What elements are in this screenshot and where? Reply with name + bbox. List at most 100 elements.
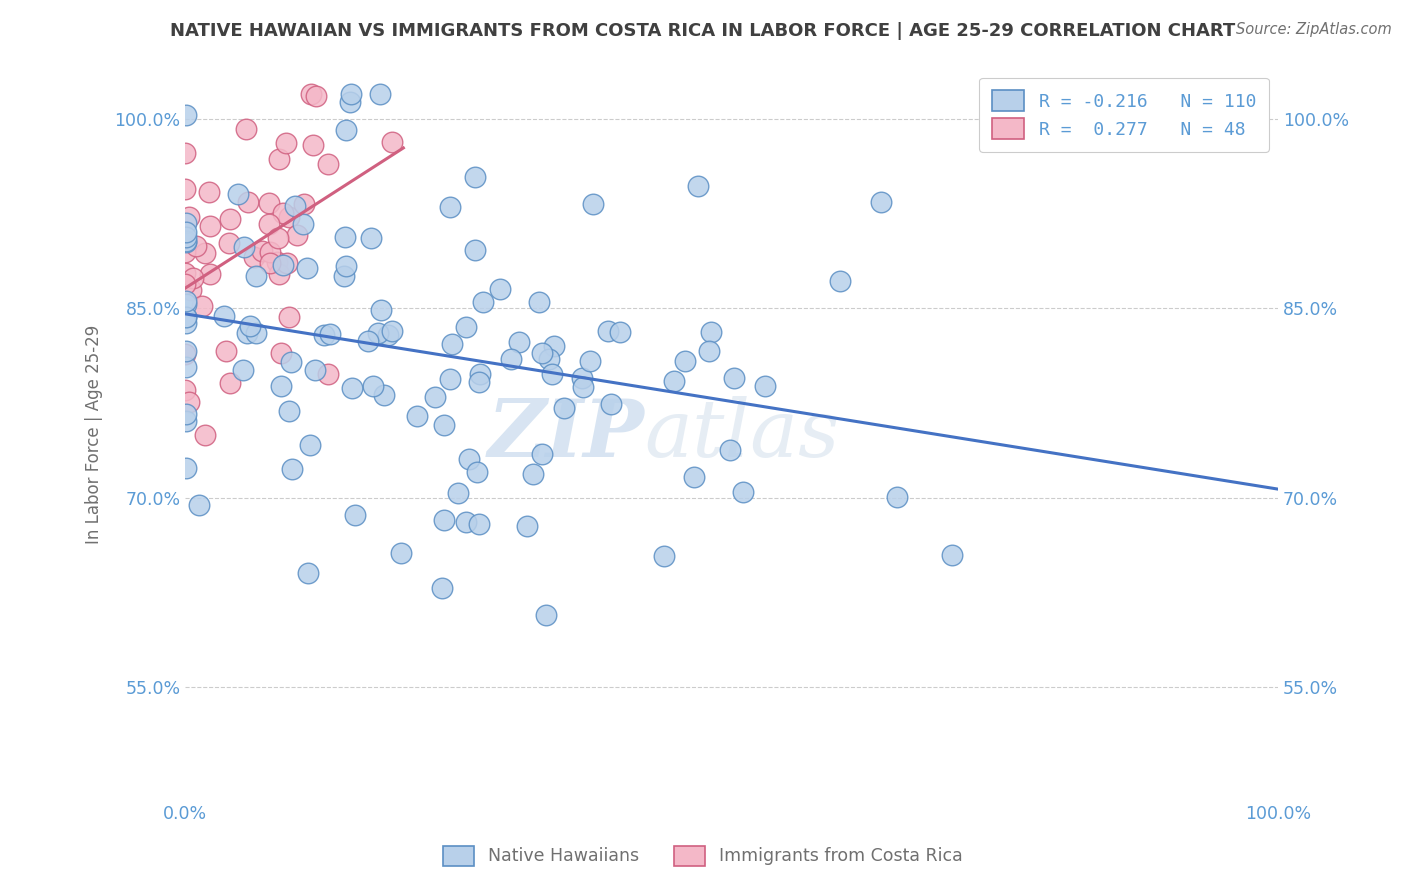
Point bbox=[215, 343, 238, 358]
Text: atlas: atlas bbox=[644, 396, 839, 474]
Text: NATIVE HAWAIIAN VS IMMIGRANTS FROM COSTA RICA IN LABOR FORCE | AGE 25-29 CORRELA: NATIVE HAWAIIAN VS IMMIGRANTS FROM COSTA… bbox=[170, 22, 1236, 40]
Point bbox=[236, 195, 259, 210]
Point bbox=[301, 138, 323, 153]
Point bbox=[176, 414, 198, 428]
Point bbox=[176, 344, 198, 359]
Point bbox=[439, 372, 461, 386]
Point bbox=[304, 88, 326, 103]
Point bbox=[198, 268, 221, 282]
Point bbox=[423, 390, 446, 404]
Point bbox=[527, 295, 550, 310]
Point bbox=[508, 335, 530, 350]
Point bbox=[236, 326, 259, 341]
Point bbox=[174, 146, 197, 161]
Point bbox=[176, 230, 198, 244]
Point bbox=[232, 362, 254, 376]
Point bbox=[361, 379, 384, 393]
Point bbox=[456, 319, 478, 334]
Point bbox=[278, 211, 301, 225]
Point bbox=[439, 201, 461, 215]
Point bbox=[176, 310, 198, 325]
Point bbox=[522, 467, 544, 481]
Legend: R = -0.216   N = 110, R =  0.277   N = 48: R = -0.216 N = 110, R = 0.277 N = 48 bbox=[979, 78, 1268, 152]
Point bbox=[304, 363, 326, 377]
Point bbox=[433, 513, 456, 527]
Point bbox=[174, 347, 197, 361]
Point bbox=[870, 194, 893, 209]
Point bbox=[176, 360, 198, 375]
Point bbox=[267, 267, 290, 281]
Point bbox=[673, 354, 696, 368]
Point bbox=[187, 498, 209, 512]
Point bbox=[184, 239, 207, 253]
Point bbox=[278, 404, 301, 418]
Point bbox=[176, 461, 198, 475]
Point bbox=[194, 428, 217, 442]
Point bbox=[406, 409, 429, 423]
Point bbox=[598, 324, 620, 338]
Point bbox=[343, 508, 366, 522]
Point bbox=[335, 123, 357, 137]
Point bbox=[235, 121, 257, 136]
Point bbox=[176, 108, 198, 122]
Point bbox=[181, 271, 204, 285]
Point bbox=[540, 368, 562, 382]
Point bbox=[278, 310, 301, 324]
Point bbox=[381, 324, 404, 338]
Point bbox=[941, 548, 963, 562]
Point bbox=[276, 255, 298, 269]
Point bbox=[214, 309, 236, 323]
Point bbox=[754, 379, 776, 393]
Point bbox=[180, 283, 202, 297]
Point bbox=[266, 231, 288, 245]
Point bbox=[830, 274, 852, 288]
Point bbox=[257, 196, 280, 211]
Point bbox=[174, 277, 197, 292]
Point bbox=[377, 327, 399, 342]
Point bbox=[174, 383, 197, 397]
Point bbox=[489, 282, 512, 296]
Point bbox=[312, 328, 335, 343]
Point bbox=[571, 371, 593, 385]
Point bbox=[270, 345, 292, 359]
Point bbox=[176, 216, 198, 230]
Point bbox=[177, 394, 200, 409]
Point bbox=[298, 438, 321, 452]
Point bbox=[198, 185, 221, 199]
Point bbox=[245, 326, 267, 340]
Point bbox=[430, 581, 453, 595]
Point bbox=[270, 379, 292, 393]
Point bbox=[179, 210, 201, 224]
Point bbox=[233, 240, 256, 254]
Point bbox=[245, 268, 267, 283]
Point bbox=[578, 354, 600, 368]
Point bbox=[176, 407, 198, 421]
Point bbox=[176, 293, 198, 308]
Point bbox=[271, 258, 294, 272]
Point bbox=[543, 338, 565, 352]
Point bbox=[316, 157, 339, 171]
Point bbox=[682, 470, 704, 484]
Point bbox=[274, 136, 297, 150]
Point bbox=[287, 228, 309, 243]
Point bbox=[553, 401, 575, 416]
Point bbox=[464, 243, 486, 257]
Legend: Native Hawaiians, Immigrants from Costa Rica: Native Hawaiians, Immigrants from Costa … bbox=[434, 837, 972, 874]
Point bbox=[280, 355, 302, 369]
Point bbox=[467, 376, 489, 390]
Point bbox=[191, 299, 214, 313]
Text: ZIP: ZIP bbox=[488, 396, 644, 474]
Point bbox=[176, 316, 198, 330]
Point bbox=[367, 326, 389, 340]
Point bbox=[530, 447, 553, 461]
Point bbox=[333, 229, 356, 244]
Point bbox=[464, 169, 486, 184]
Point bbox=[292, 196, 315, 211]
Point bbox=[370, 303, 392, 318]
Point bbox=[299, 87, 322, 101]
Point bbox=[718, 442, 741, 457]
Point bbox=[259, 244, 281, 259]
Point bbox=[333, 268, 356, 283]
Point bbox=[297, 261, 319, 276]
Point bbox=[219, 212, 242, 227]
